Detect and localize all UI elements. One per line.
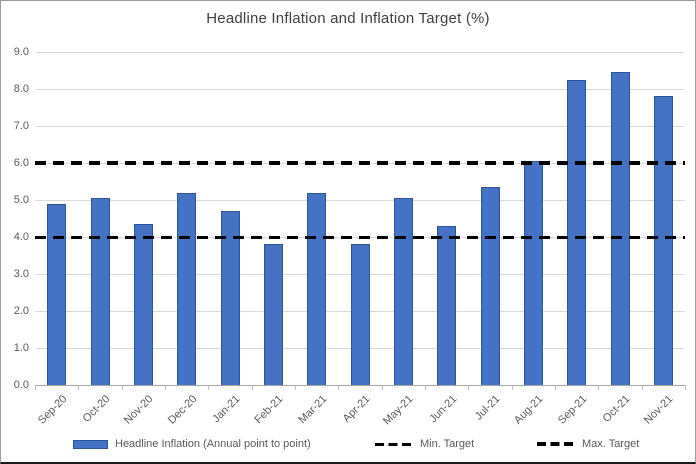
- y-tick-label: 9.0: [13, 46, 29, 58]
- bar-swatch-icon: [73, 439, 108, 449]
- x-tick-label: Nov-21: [641, 393, 676, 427]
- x-axis-tick: [208, 385, 209, 390]
- gridline: [35, 52, 685, 53]
- x-tick-label: Jul-21: [472, 393, 503, 423]
- bar: [481, 187, 500, 385]
- bar: [134, 224, 153, 385]
- bar: [654, 96, 673, 385]
- x-axis-tick: [295, 385, 296, 390]
- x-tick-label: Dec-20: [165, 393, 200, 427]
- x-axis-tick: [555, 385, 556, 390]
- x-tick-label: Sep-21: [555, 393, 590, 427]
- x-axis-tick: [685, 385, 686, 390]
- y-tick-label: 6.0: [13, 157, 29, 169]
- x-axis-tick: [35, 385, 36, 390]
- x-axis-tick: [165, 385, 166, 390]
- dash-swatch-icon: [375, 442, 412, 446]
- gridline: [35, 89, 685, 90]
- bar: [611, 72, 630, 385]
- bar: [567, 80, 586, 385]
- x-axis-line: [35, 385, 685, 386]
- min-target-line: [35, 236, 685, 239]
- y-tick-label: 8.0: [13, 83, 29, 95]
- bar: [437, 226, 456, 385]
- x-axis-tick: [425, 385, 426, 390]
- x-tick-label: Oct-20: [80, 393, 113, 425]
- legend-label: Max. Target: [582, 438, 640, 450]
- y-tick-label: 3.0: [13, 268, 29, 280]
- bar: [91, 198, 110, 385]
- bar: [351, 244, 370, 385]
- x-tick-label: Oct-21: [600, 393, 633, 425]
- x-tick-label: Apr-21: [340, 393, 373, 425]
- y-tick-label: 7.0: [13, 120, 29, 132]
- dash-swatch-icon: [537, 442, 574, 446]
- x-tick-label: Jun-21: [427, 393, 460, 426]
- chart-title: Headline Inflation and Inflation Target …: [206, 10, 490, 27]
- x-axis-tick: [122, 385, 123, 390]
- bar: [307, 193, 326, 385]
- max-target-line: [35, 161, 685, 165]
- bar: [524, 161, 543, 385]
- legend-item-headline-inflation: Headline Inflation (Annual point to poin…: [73, 437, 311, 451]
- x-tick-label: Jan-21: [210, 393, 243, 426]
- x-tick-label: Sep-20: [35, 393, 70, 427]
- bar: [221, 211, 240, 385]
- x-axis-tick: [252, 385, 253, 390]
- x-axis-tick: [78, 385, 79, 390]
- bar: [394, 198, 413, 385]
- gridline: [35, 200, 685, 201]
- bar: [264, 244, 283, 385]
- x-tick-label: Feb-21: [252, 393, 286, 427]
- bar: [177, 193, 196, 385]
- y-tick-label: 2.0: [13, 305, 29, 317]
- x-tick-label: May-21: [381, 393, 416, 428]
- y-tick-label: 0.0: [13, 379, 29, 391]
- y-tick-label: 4.0: [13, 231, 29, 243]
- x-tick-label: Mar-21: [296, 393, 330, 427]
- gridline: [35, 126, 685, 127]
- x-tick-label: Aug-21: [511, 393, 546, 427]
- x-axis-tick: [598, 385, 599, 390]
- x-axis-tick: [382, 385, 383, 390]
- bar: [47, 204, 66, 385]
- x-axis-tick: [338, 385, 339, 390]
- y-tick-label: 1.0: [13, 342, 29, 354]
- legend-label: Min. Target: [420, 438, 475, 450]
- legend-label: Headline Inflation (Annual point to poin…: [115, 438, 311, 450]
- x-axis-tick: [512, 385, 513, 390]
- legend-item-min-target: Min. Target: [375, 437, 474, 451]
- x-axis-tick: [468, 385, 469, 390]
- x-axis-tick: [642, 385, 643, 390]
- legend-item-max-target: Max. Target: [537, 437, 639, 451]
- y-tick-label: 5.0: [13, 194, 29, 206]
- x-tick-label: Nov-20: [121, 393, 156, 427]
